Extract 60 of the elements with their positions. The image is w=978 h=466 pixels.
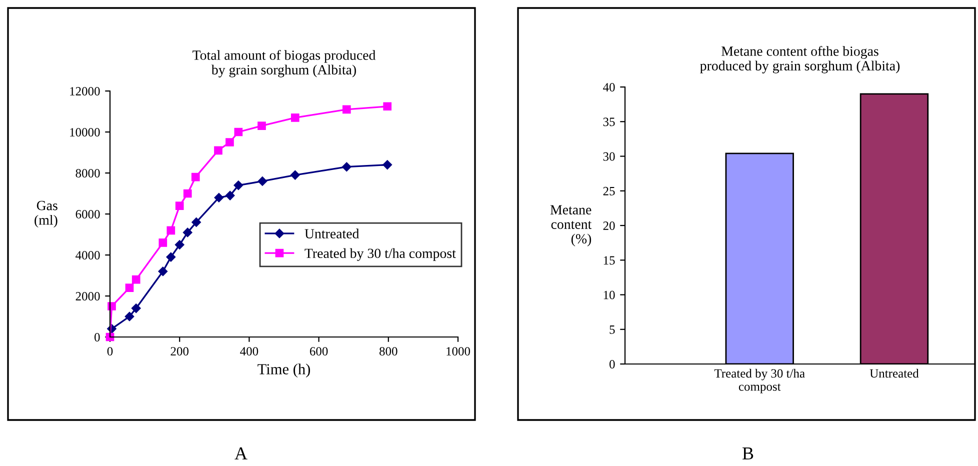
x-tick-label: 200 [170,347,188,356]
point [158,238,168,247]
x-tick-label: 1000 [446,347,470,356]
text: A [234,447,248,460]
point [183,189,192,198]
point [166,252,176,262]
point [290,170,300,180]
point [342,162,352,172]
point [124,312,134,322]
x-tick-label: 0 [107,347,113,356]
y-tick-label: 4000 [76,251,100,260]
y-tick-label: 2000 [76,292,100,300]
point [125,284,134,292]
point [234,128,243,136]
point [234,180,244,190]
point [258,176,268,186]
point [158,266,168,276]
y-tick-label: 30 [603,152,615,161]
point [182,228,192,238]
point [342,105,351,114]
point [226,138,234,146]
point [214,146,222,155]
y-tick-label: 0 [610,360,615,368]
point [290,113,300,122]
y-tick-label: 40 [603,83,615,92]
point [382,160,392,170]
point [108,302,116,310]
y-tick-label: 20 [603,222,615,230]
y-tick-label: 25 [603,186,615,196]
y-tick-label: 10000 [70,128,100,136]
y-tick-label: 10 [604,290,615,300]
y-axis-title: Metane content (%) [550,205,592,246]
point [191,172,200,182]
text: B [742,448,754,460]
point [214,192,224,202]
y-axis-title: Gas (ml) [34,200,58,228]
point [175,202,184,210]
y-tick-label: 12000 [70,87,100,96]
y-tick-label: 6000 [76,210,100,218]
chart-title: Metane content ofthe biogas produced by grain sorghum (Albita) [700,46,900,74]
x-tick-label: 600 [310,347,328,356]
y-tick-label: 15 [604,256,615,265]
y-tick-label: 5 [610,326,615,334]
point [132,275,140,284]
point [192,218,201,227]
point [383,102,392,111]
y-tick-label: 0 [94,333,100,342]
legend-label: Untreated [304,228,360,238]
y-tick-label: 35 [603,118,615,126]
x-tick-label: 800 [380,347,398,356]
x-tick-label: 400 [240,347,258,356]
legend-label: Treated by 30 t/ha compost [304,248,456,261]
chart-title: Total amount of biogas produced by grain sorghum (Albita) [192,50,376,78]
point [131,304,141,313]
point [225,190,235,200]
point [174,240,184,250]
point [258,122,266,130]
x-axis-title: Time (h) [258,364,310,378]
point [166,226,176,235]
y-tick-label: 8000 [76,169,100,178]
